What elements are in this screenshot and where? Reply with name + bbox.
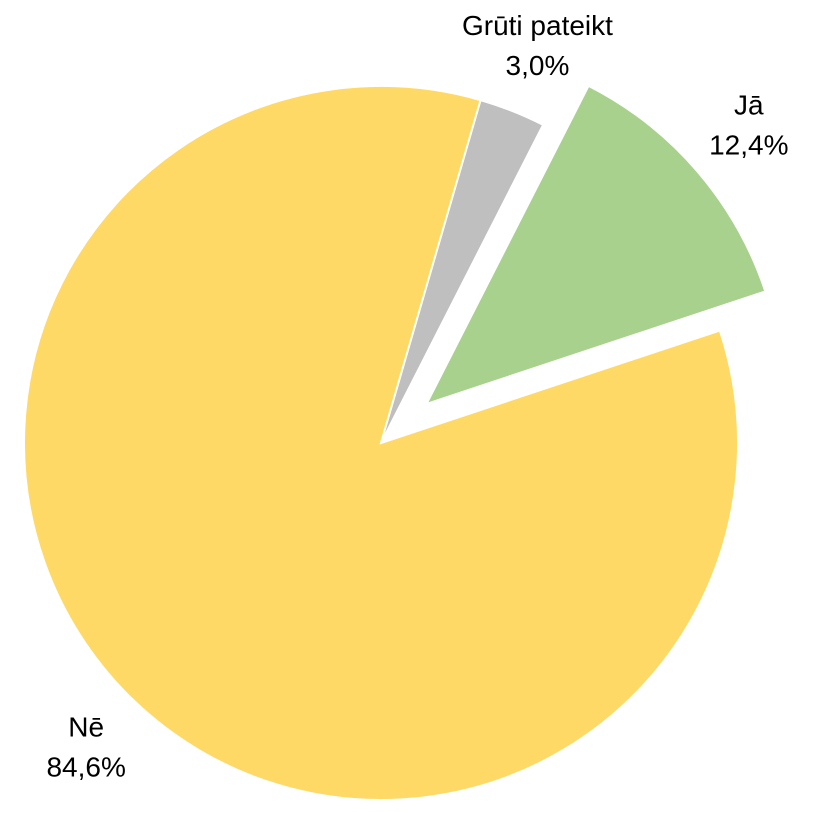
pie-slice [424,84,767,406]
slice-label: Nē [68,712,104,743]
slice-label: Grūti pateikt [462,10,613,41]
slice-label: Jā [734,89,764,120]
slice-value-label: 3,0% [506,50,570,81]
pie-slice [380,98,545,444]
slice-value-label: 12,4% [709,129,788,160]
slice-value-label: 84,6% [46,752,125,783]
